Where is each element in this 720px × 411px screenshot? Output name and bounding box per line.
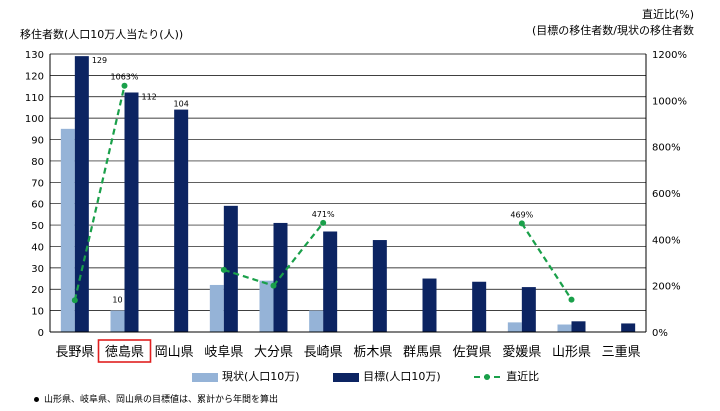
y-tick-label: 70 <box>31 178 44 189</box>
y-tick-label: 110 <box>25 93 44 104</box>
bar-current <box>507 322 522 332</box>
y-tick-label: 20 <box>31 285 44 296</box>
ratio-line-segment <box>73 85 126 301</box>
y-tick-label: 100 <box>25 114 44 125</box>
x-tick-label: 岐阜県 <box>204 344 243 360</box>
legend-swatch-target <box>333 372 360 382</box>
legend-swatch-ratio <box>474 373 501 382</box>
bar-target <box>422 278 437 332</box>
bar-target <box>372 240 387 332</box>
footnote-text: 山形県、岐阜県、岡山県の目標値は、累計から年間を算出 <box>44 395 279 405</box>
bar-target <box>124 92 139 332</box>
y-tick-label: 60 <box>31 200 44 211</box>
ratio-line-segment <box>223 268 274 287</box>
legend-swatch-current <box>192 372 218 382</box>
ratio-line-segment <box>520 222 573 301</box>
legend-label-target: 目標(人口10万) <box>363 370 441 383</box>
ratio-point <box>320 219 327 226</box>
y-tick-label: 90 <box>31 136 44 147</box>
data-label: 10 <box>112 296 122 305</box>
y-tick-label: 30 <box>31 264 44 275</box>
bar-current <box>309 310 324 332</box>
bar-current <box>110 310 125 332</box>
y-tick-label: 120 <box>25 71 44 82</box>
ratio-point <box>71 297 78 304</box>
y2-tick-label: 400% <box>652 235 681 246</box>
data-label: 104 <box>174 100 189 109</box>
data-label: 129 <box>92 56 107 65</box>
x-tick-label: 佐賀県 <box>453 345 492 360</box>
bar-current <box>259 280 274 332</box>
x-tick-label: 栃木県 <box>353 345 392 360</box>
legend: 現状(人口10万) 目標(人口10万) 直近比 <box>192 368 569 384</box>
data-label: 1063% <box>111 73 139 82</box>
bullet-icon <box>34 397 39 402</box>
x-tick-label: 三重県 <box>602 344 641 360</box>
bar-target <box>174 109 189 332</box>
y-tick-label: 80 <box>31 157 44 168</box>
y2-tick-label: 600% <box>652 189 681 200</box>
legend-item-ratio: 直近比 <box>474 368 539 384</box>
bar-target <box>521 287 536 332</box>
data-label: 112 <box>142 92 157 101</box>
y2-axis-subtitle: (目標の移住者数/現状の移住者数 <box>532 24 694 37</box>
ratio-point <box>568 296 575 303</box>
bar-target <box>571 321 586 332</box>
y2-tick-label: 0% <box>652 328 668 339</box>
bar-target <box>223 205 238 332</box>
highlight-box <box>97 339 152 363</box>
ratio-point <box>270 282 277 289</box>
footnote: 山形県、岐阜県、岡山県の目標値は、累計から年間を算出 <box>34 392 278 405</box>
bar-current <box>557 324 572 332</box>
bar-target <box>472 281 487 332</box>
y2-tick-label: 1200% <box>652 50 687 61</box>
bar-current <box>60 128 75 332</box>
bar-target <box>323 231 338 332</box>
y2-axis-title: 直近比(%) <box>641 8 694 21</box>
data-label: 469% <box>510 210 533 219</box>
y-tick-label: 40 <box>31 242 44 253</box>
y-tick-label: 50 <box>31 221 44 232</box>
x-tick-label: 徳島県 <box>105 345 144 360</box>
legend-label-ratio: 直近比 <box>506 370 540 383</box>
y2-tick-label: 800% <box>652 143 681 154</box>
y2-tick-label: 200% <box>652 282 681 293</box>
y-tick-label: 10 <box>31 307 44 318</box>
ratio-point <box>220 266 227 273</box>
x-tick-label: 岡山県 <box>155 345 194 360</box>
ratio-line-segment <box>272 222 325 287</box>
legend-item-target: 目標(人口10万) <box>333 368 441 384</box>
ratio-point <box>518 220 525 227</box>
y-axis-title: 移住者数(人口10万人当たり(人)) <box>20 28 184 41</box>
x-tick-label: 山形県 <box>552 345 591 360</box>
data-label: 471% <box>312 210 335 219</box>
legend-label-current: 現状(人口10万) <box>222 370 300 383</box>
x-tick-label: 長野県 <box>55 345 94 360</box>
ratio-point <box>121 82 128 89</box>
y2-tick-label: 1000% <box>652 96 687 107</box>
x-tick-label: 大分県 <box>254 345 293 360</box>
y-tick-label: 130 <box>25 50 44 61</box>
bar-current <box>209 284 224 332</box>
x-tick-label: 長崎県 <box>304 345 343 360</box>
bar-target <box>74 56 89 333</box>
bar-target <box>621 323 636 332</box>
legend-item-current: 現状(人口10万) <box>192 368 300 384</box>
y-tick-label: 0 <box>38 328 44 339</box>
x-tick-label: 愛媛県 <box>502 345 541 360</box>
x-tick-label: 群馬県 <box>403 345 442 360</box>
